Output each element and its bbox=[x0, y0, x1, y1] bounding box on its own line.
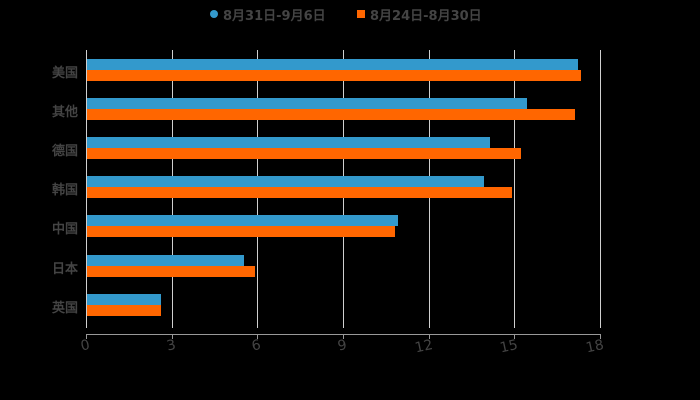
bar-series-1[interactable] bbox=[87, 176, 484, 188]
bar-series-1[interactable] bbox=[87, 254, 245, 266]
gridline bbox=[600, 50, 601, 328]
category-label: 德国 bbox=[51, 144, 78, 160]
legend-circle-icon bbox=[210, 10, 218, 18]
x-tick-label: 3 bbox=[164, 337, 177, 355]
x-tick-label: 9 bbox=[336, 337, 349, 355]
x-tick bbox=[600, 334, 601, 339]
category-label: 日本 bbox=[51, 261, 78, 277]
y-axis-line bbox=[86, 50, 87, 328]
x-tick-label: 18 bbox=[584, 337, 606, 357]
bar-series-2[interactable] bbox=[87, 265, 256, 277]
bar-series-2[interactable] bbox=[87, 70, 581, 81]
bar-series-2[interactable] bbox=[87, 226, 396, 238]
category-label: 韩国 bbox=[51, 183, 78, 199]
gridline bbox=[514, 50, 516, 328]
x-tick-label: 0 bbox=[79, 337, 92, 355]
x-tick-label: 15 bbox=[498, 337, 520, 357]
legend-label: 8月31日-9月6日 bbox=[223, 8, 326, 24]
x-tick bbox=[428, 334, 430, 339]
category-label: 中国 bbox=[51, 222, 78, 238]
x-tick bbox=[343, 334, 344, 339]
category-label: 美国 bbox=[51, 66, 78, 81]
bar-series-2[interactable] bbox=[87, 148, 522, 160]
category-label: 其他 bbox=[51, 105, 78, 121]
bar-series-1[interactable] bbox=[87, 59, 579, 70]
bar-series-1[interactable] bbox=[87, 137, 490, 149]
x-tick-label: 6 bbox=[250, 337, 263, 355]
x-tick-label: 12 bbox=[413, 337, 434, 357]
x-tick bbox=[514, 334, 516, 339]
bar-series-1[interactable] bbox=[87, 98, 527, 110]
bar-series-2[interactable] bbox=[87, 304, 162, 316]
bar-series-2[interactable] bbox=[87, 187, 513, 199]
category-label: 英国 bbox=[51, 300, 78, 316]
chart-legend: 8月31日-9月6日 8月24日-8月30日 bbox=[0, 4, 700, 24]
x-tick bbox=[171, 334, 173, 339]
legend-label: 8月24日-8月30日 bbox=[370, 8, 482, 24]
x-tick bbox=[86, 334, 87, 339]
bar-series-1[interactable] bbox=[87, 215, 399, 227]
legend-item-series-1[interactable]: 8月31日-9月6日 bbox=[210, 4, 326, 24]
bar-series-2[interactable] bbox=[87, 109, 576, 121]
legend-item-series-2[interactable]: 8月24日-8月30日 bbox=[357, 4, 482, 24]
legend-square-icon bbox=[357, 10, 365, 18]
bar-series-1[interactable] bbox=[87, 293, 162, 305]
x-tick bbox=[257, 334, 259, 339]
